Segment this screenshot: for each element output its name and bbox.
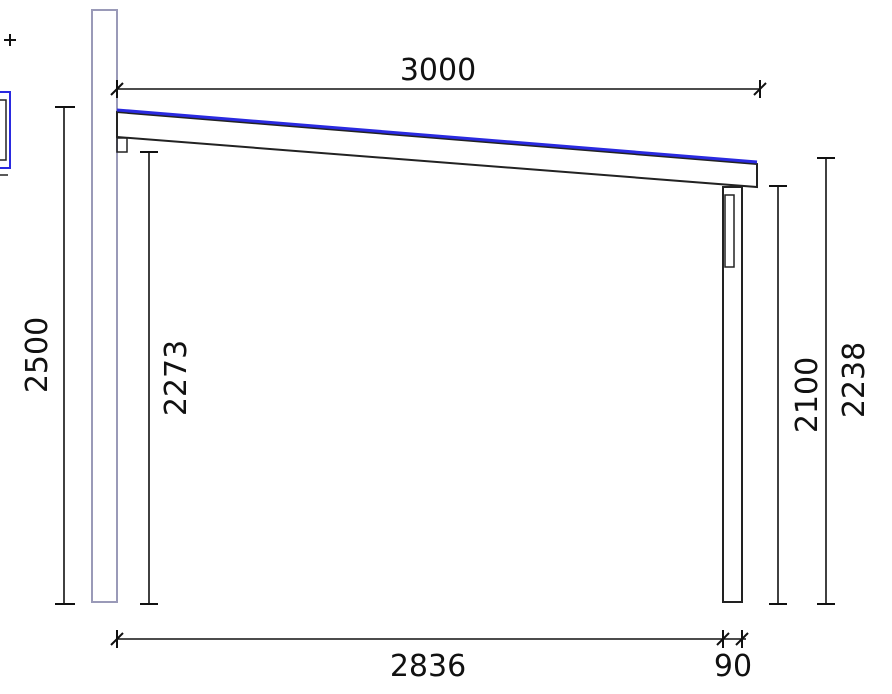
roof-covering	[116, 108, 758, 164]
post-brace	[724, 194, 735, 268]
dimension-outer-height-post: 2238	[817, 157, 872, 605]
dimension-post-width: 90	[714, 630, 752, 684]
dimension-span: 2836	[110, 630, 746, 684]
roof-beam	[116, 110, 758, 189]
adjacent-element-fragment	[0, 34, 16, 176]
wall-post	[91, 9, 118, 603]
dimension-label-inner-height-wall: 2273	[159, 340, 194, 416]
dimension-label-inner-height-post: 2100	[790, 357, 825, 433]
right-post	[722, 186, 743, 603]
dimension-inner-height-post: 2100	[769, 185, 825, 605]
dimension-label-post-width: 90	[714, 649, 752, 684]
wall-bracket	[116, 137, 128, 153]
dimension-inner-height-wall: 2273	[140, 151, 194, 605]
dimension-label-outer-height-post: 2238	[837, 342, 872, 418]
dimension-label-wall-height: 2500	[20, 317, 55, 393]
dimension-label-roof-width: 3000	[400, 53, 476, 88]
dimension-roof-width: 3000	[110, 53, 767, 98]
dimension-label-span: 2836	[390, 649, 466, 684]
dimension-wall-height: 2500	[20, 106, 75, 605]
